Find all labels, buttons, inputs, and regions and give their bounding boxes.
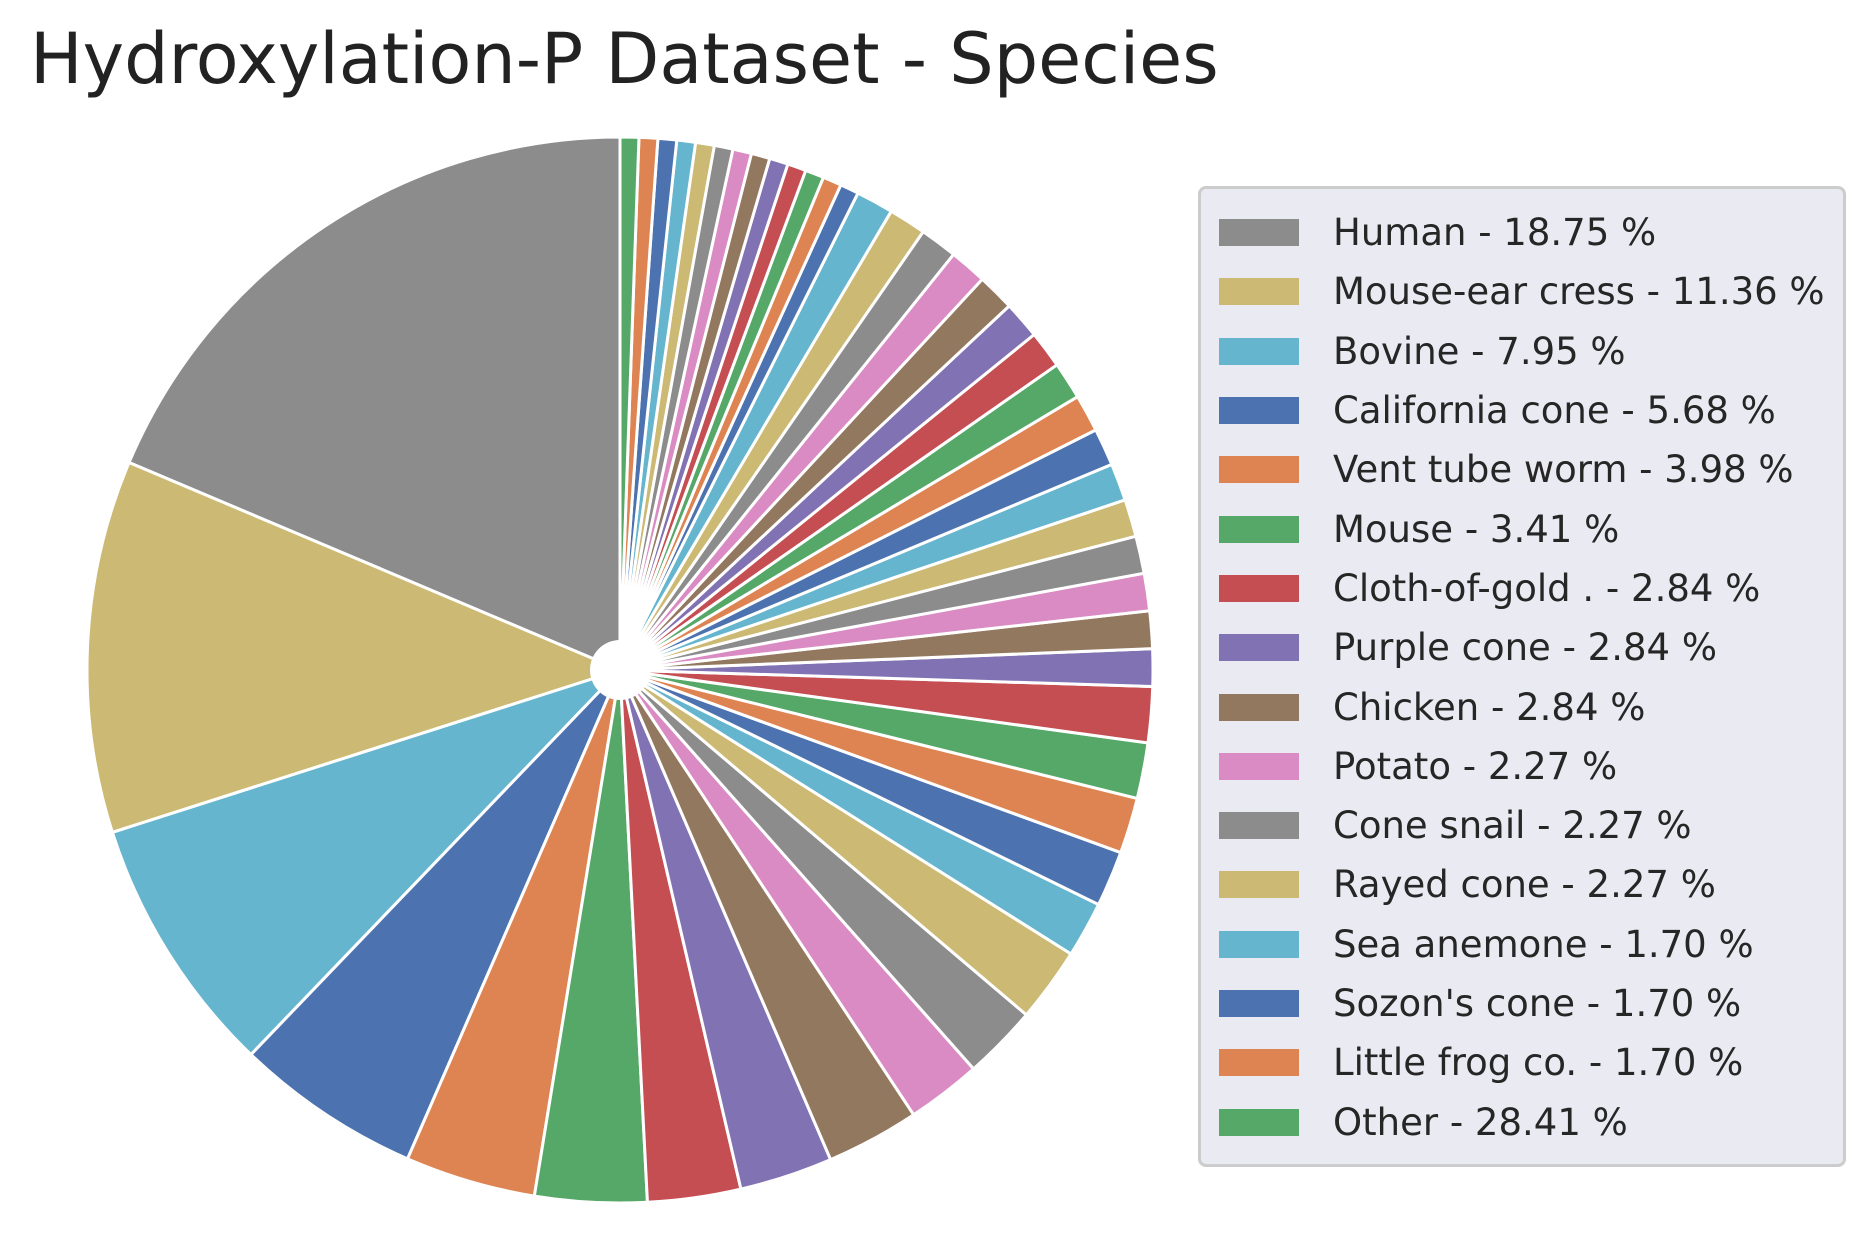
legend-item: Mouse-ear cress - 11.36 % xyxy=(1201,262,1843,321)
legend-item: Other - 28.41 % xyxy=(1201,1092,1843,1151)
legend-item: Cloth-of-gold . - 2.84 % xyxy=(1201,559,1843,618)
legend-label: Sozon's cone - 1.70 % xyxy=(1333,982,1742,1025)
legend-swatch xyxy=(1219,871,1299,899)
legend-swatch xyxy=(1219,990,1299,1017)
legend-label: California cone - 5.68 % xyxy=(1333,389,1776,433)
legend-swatch xyxy=(1219,634,1299,662)
legend-swatch xyxy=(1219,397,1299,425)
legend-item: Rayed cone - 2.27 % xyxy=(1201,855,1843,914)
pie-slice-2 xyxy=(85,461,622,834)
legend-label: Mouse - 3.41 % xyxy=(1333,507,1620,551)
legend-item: Chicken - 2.84 % xyxy=(1201,677,1843,736)
legend-label: Cone snail - 2.27 % xyxy=(1333,804,1692,848)
legend-label: Chicken - 2.84 % xyxy=(1333,685,1646,729)
legend-label: Rayed cone - 2.27 % xyxy=(1333,863,1716,907)
legend-swatch xyxy=(1219,752,1299,780)
pie-slices xyxy=(85,135,1155,1205)
legend-swatch xyxy=(1219,693,1299,721)
legend-item: Cone snail - 2.27 % xyxy=(1201,796,1843,855)
legend-label: Sea anemone - 1.70 % xyxy=(1333,922,1754,966)
legend-swatch xyxy=(1219,930,1299,958)
legend-item: Vent tube worm - 3.98 % xyxy=(1201,440,1843,499)
legend-label: Purple cone - 2.84 % xyxy=(1333,626,1717,670)
legend-label: Other - 28.41 % xyxy=(1333,1100,1628,1144)
legend-label: Vent tube worm - 3.98 % xyxy=(1333,448,1794,492)
legend-item: Sozon's cone - 1.70 % xyxy=(1201,974,1843,1033)
legend-swatch xyxy=(1219,1108,1299,1136)
legend-swatch xyxy=(1219,515,1299,543)
legend-item: Bovine - 7.95 % xyxy=(1201,322,1843,381)
legend-item: California cone - 5.68 % xyxy=(1201,381,1843,440)
legend-swatch xyxy=(1219,278,1299,306)
legend-swatch xyxy=(1219,219,1299,247)
legend-swatch xyxy=(1219,574,1299,602)
legend-swatch xyxy=(1219,812,1299,840)
legend-item: Little frog co. - 1.70 % xyxy=(1201,1033,1843,1092)
legend-label: Potato - 2.27 % xyxy=(1333,744,1618,788)
pie-slice-1 xyxy=(127,135,622,672)
legend-item: Human - 18.75 % xyxy=(1201,203,1843,262)
legend-swatch xyxy=(1219,337,1299,365)
legend-item: Purple cone - 2.84 % xyxy=(1201,618,1843,677)
legend-label: Bovine - 7.95 % xyxy=(1333,329,1626,373)
pie-center-hub xyxy=(590,640,650,700)
pie-slice-4 xyxy=(249,668,622,1161)
legend-label: Human - 18.75 % xyxy=(1333,211,1657,255)
chart-title: Hydroxylation-P Dataset - Species xyxy=(30,18,1219,100)
legend-item: Mouse - 3.41 % xyxy=(1201,499,1843,558)
legend: Human - 18.75 % Mouse-ear cress - 11.36 %… xyxy=(1198,186,1846,1167)
legend-label: Mouse-ear cress - 11.36 % xyxy=(1333,270,1825,314)
legend-label: Cloth-of-gold . - 2.84 % xyxy=(1333,566,1761,610)
pie-slice-46 xyxy=(618,135,641,672)
legend-swatch xyxy=(1219,1049,1299,1077)
legend-item: Sea anemone - 1.70 % xyxy=(1201,915,1843,974)
legend-item: Potato - 2.27 % xyxy=(1201,737,1843,796)
legend-label: Little frog co. - 1.70 % xyxy=(1333,1041,1744,1085)
pie-slice-3 xyxy=(110,668,622,1057)
legend-swatch xyxy=(1219,456,1299,484)
